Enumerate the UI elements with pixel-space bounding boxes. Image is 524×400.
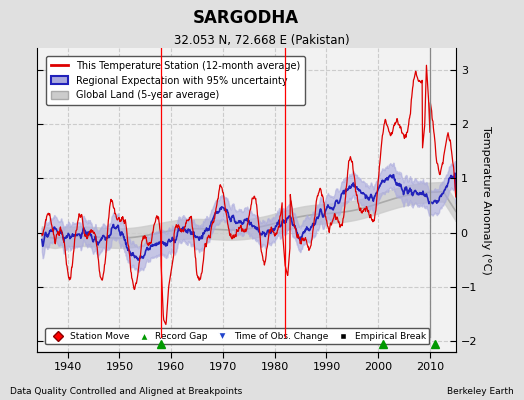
Legend: Station Move, Record Gap, Time of Obs. Change, Empirical Break: Station Move, Record Gap, Time of Obs. C… xyxy=(46,328,429,344)
Text: 32.053 N, 72.668 E (Pakistan): 32.053 N, 72.668 E (Pakistan) xyxy=(174,34,350,47)
Text: Berkeley Earth: Berkeley Earth xyxy=(447,387,514,396)
Title: SARGODHA: SARGODHA xyxy=(193,9,299,27)
Text: Data Quality Controlled and Aligned at Breakpoints: Data Quality Controlled and Aligned at B… xyxy=(10,387,243,396)
Y-axis label: Temperature Anomaly (°C): Temperature Anomaly (°C) xyxy=(481,126,491,274)
